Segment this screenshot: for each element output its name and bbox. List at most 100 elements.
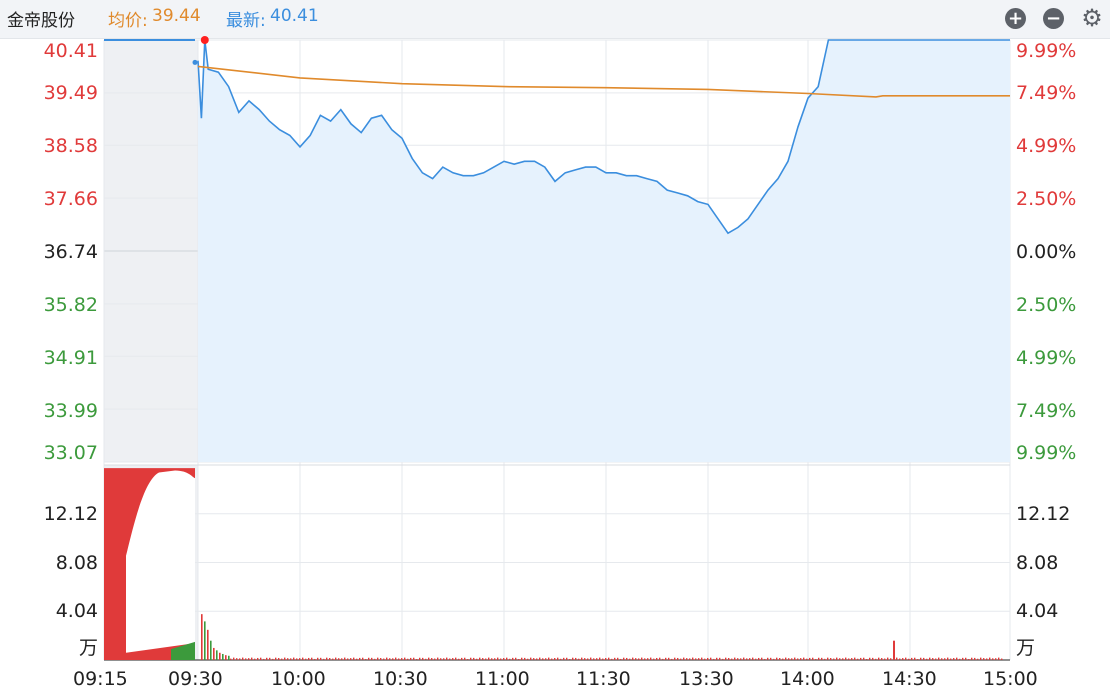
volume-tick-label: 4.04 [1016,600,1059,622]
volume-bar [632,657,634,660]
volume-bar [752,657,754,660]
volume-bar [566,657,568,660]
volume-bar [905,657,907,660]
volume-bar [626,657,628,660]
volume-bar [257,657,259,660]
volume-tick-label: 8.08 [55,552,98,574]
volume-bar [458,658,460,660]
volume-bar [326,657,328,660]
volume-bar [635,658,637,660]
volume-bar [329,658,331,660]
price-tick-label: 34.91 [43,347,98,369]
price-tick-label: 36.74 [43,241,98,263]
volume-bar [533,658,535,660]
volume-bar [392,658,394,660]
volume-bar [881,658,883,660]
volume-bar [644,658,646,660]
volume-bar [884,658,886,660]
volume-bar [207,629,209,660]
volume-tick-label: 4.04 [55,600,98,622]
volume-bar [977,658,979,660]
volume-bar [998,657,1000,660]
volume-bar [554,658,556,660]
settings-button[interactable]: ⚙ [1080,5,1104,31]
avg-price-label: 均价: [108,11,148,31]
volume-bar [222,653,224,660]
volume-bar [782,658,784,660]
time-tick-label: 09:30 [168,668,223,690]
volume-bar [617,657,619,660]
zoom-out-button[interactable]: − [1043,8,1064,29]
time-tick-label: 14:30 [882,668,937,690]
volume-bar [611,658,613,660]
volume-bar [851,658,853,660]
high-marker [200,36,209,44]
volume-bar [788,658,790,660]
volume-bar [290,658,292,660]
volume-bar [242,657,244,660]
volume-bar [593,658,595,660]
volume-bar [350,658,352,660]
percent-tick-label: 4.99% [1016,347,1077,369]
volume-bar [545,658,547,660]
volume-bar [416,659,418,660]
volume-bar [680,658,682,660]
volume-bar [443,658,445,660]
volume-bar [236,658,238,660]
volume-bar [344,657,346,660]
volume-bar [914,657,916,660]
volume-bar [746,658,748,660]
volume-bar [395,657,397,660]
volume-bar [269,657,271,660]
volume-bar [818,657,820,660]
avg-price-line [197,65,1010,98]
volume-bar [725,657,727,660]
volume-bar [479,657,481,660]
volume-bar [716,657,718,660]
price-tick-label: 39.49 [43,82,98,104]
volume-bar [908,658,910,660]
volume-bar [494,658,496,660]
volume-bar [335,657,337,660]
volume-bar [938,657,940,660]
volume-bar [695,658,697,660]
volume-bar [614,657,616,660]
volume-bar [653,658,655,660]
chart-header: 金帝股份 均价: 39.44 最新: 40.41 + − ⚙ [0,0,1110,39]
volume-bar [419,657,421,660]
volume-bar [686,658,688,660]
avg-price-value: 39.44 [152,6,201,26]
volume-bar [671,658,673,660]
volume-bar [296,658,298,660]
volume-bar [216,650,218,660]
volume-bar [629,658,631,660]
volume-bar [509,658,511,660]
volume-bar [827,657,829,660]
volume-bar [557,657,559,660]
volume-bar [497,657,499,660]
volume-bar [734,657,736,660]
volume-bar [983,658,985,660]
auction-match-volume [171,641,195,660]
price-tick-label: 33.99 [43,400,98,422]
volume-bar [776,657,778,660]
volume-bar [383,658,385,660]
volume-bar [857,658,859,660]
volume-bar [605,657,607,660]
volume-bar [488,657,490,660]
volume-bar [572,657,574,660]
volume-bar [806,658,808,660]
volume-bar [482,658,484,660]
volume-bar [389,658,391,660]
volume-bar [263,658,265,660]
volume-bar [803,657,805,660]
volume-bar [266,657,268,660]
volume-bar [539,657,541,660]
volume-bar [380,658,382,660]
zoom-in-button[interactable]: + [1005,8,1026,29]
volume-bar [278,657,280,660]
volume-bar [320,657,322,660]
volume-bar [950,658,952,660]
volume-bar [743,657,745,660]
